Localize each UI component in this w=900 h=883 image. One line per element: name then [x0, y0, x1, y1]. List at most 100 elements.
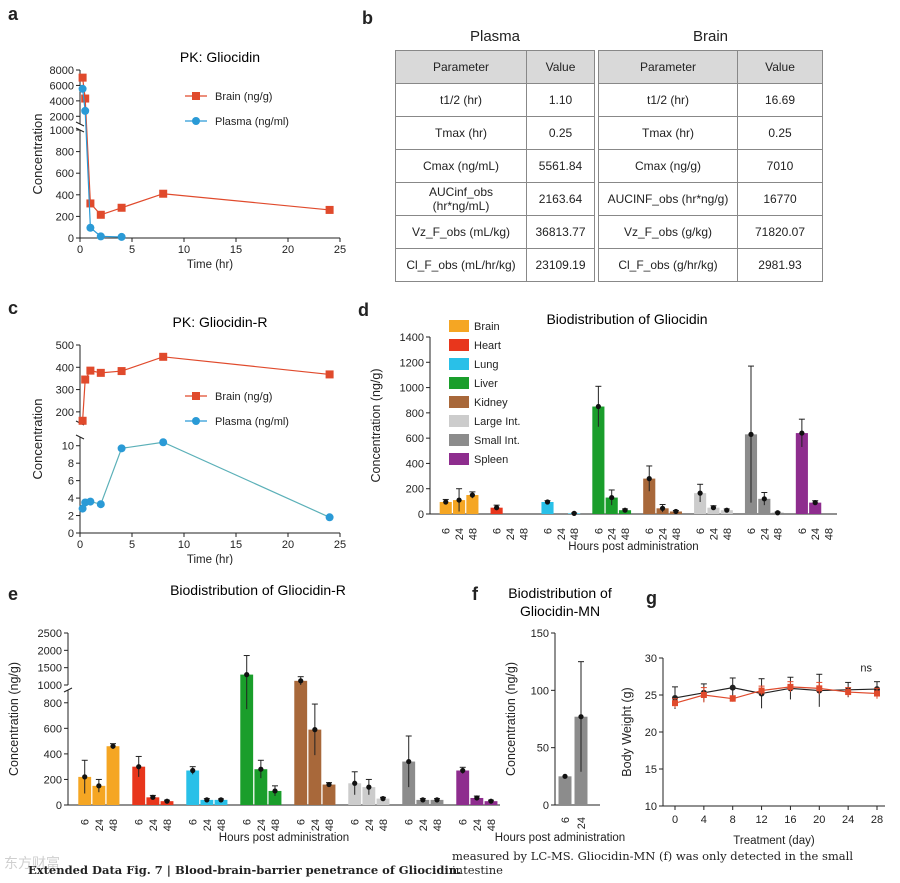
header-value: Value: [737, 50, 823, 84]
bar: [268, 790, 282, 805]
y-tick-label: 300: [56, 385, 74, 397]
bar: [376, 798, 390, 805]
y-tick-label: 400: [56, 362, 74, 374]
data-dot: [544, 499, 551, 505]
x-tick-label: 6: [134, 819, 146, 825]
table-row: Cmax (ng/g) 7010: [598, 149, 823, 183]
y-tick-label: 100: [531, 685, 549, 697]
x-axis-label: Hours post administration: [495, 832, 625, 844]
parameter-cell: t1/2 (hr): [598, 83, 738, 117]
chart-title-line2: Gliocidin-MN: [520, 603, 600, 619]
data-dot: [595, 403, 601, 410]
x-tick-label: 48: [773, 528, 785, 540]
data-point-plasma: [78, 84, 87, 93]
x-tick-label: 6: [644, 528, 656, 534]
y-tick-label: 200: [56, 211, 74, 223]
data-point-plasma: [325, 513, 334, 522]
data-point: [787, 683, 794, 690]
data-point-brain: [159, 189, 168, 198]
data-point: [758, 687, 765, 694]
x-tick-label: 48: [270, 819, 282, 831]
data-dot: [366, 784, 372, 790]
data-point-plasma: [81, 106, 90, 115]
data-dot: [218, 797, 224, 803]
y-tick-label: 800: [44, 698, 62, 710]
data-point: [729, 695, 736, 702]
data-point: [845, 689, 852, 696]
y-tick-label: 6: [68, 476, 74, 488]
legend-marker-plasma: [192, 117, 200, 125]
data-point-brain: [159, 352, 168, 361]
y-tick-label: 0: [68, 528, 74, 540]
x-tick-label: 6: [350, 819, 362, 825]
data-dot: [82, 774, 88, 780]
x-tick-label: 6: [560, 817, 572, 823]
data-point-plasma: [117, 232, 126, 241]
data-dot: [571, 510, 577, 516]
value-cell: 1.10: [526, 83, 595, 117]
data-dot: [406, 758, 412, 765]
x-tick-label: 6: [542, 528, 554, 534]
legend-label: Small Int.: [474, 435, 520, 447]
x-tick-label: 20: [282, 539, 294, 551]
data-dot: [697, 490, 703, 496]
data-point: [672, 694, 678, 701]
parameter-cell: Tmax (hr): [598, 116, 738, 150]
data-dot: [562, 773, 568, 779]
value-cell: 0.25: [526, 116, 595, 150]
x-tick-label: 6: [296, 819, 308, 825]
x-tick-label: 24: [454, 528, 466, 540]
y-axis-label: Concentration (ng/g): [504, 662, 518, 776]
data-point-plasma: [96, 500, 105, 509]
table-row: Cl_F_obs (g/hr/kg) 2981.93: [598, 248, 823, 282]
table-row: Vz_F_obs (mL/kg) 36813.77: [395, 215, 595, 249]
y-tick-label: 10: [62, 441, 74, 453]
parameter-cell: Cmax (ng/mL): [395, 149, 527, 183]
data-dot: [812, 500, 818, 506]
x-axis-label: Time (hr): [187, 554, 233, 565]
x-tick-label: 0: [77, 539, 83, 551]
x-tick-label: 24: [708, 528, 720, 540]
y-tick-label: 25: [645, 690, 657, 702]
data-dot: [272, 788, 278, 794]
legend-label-plasma: Plasma (ng/ml): [215, 416, 289, 428]
data-dot: [460, 767, 466, 774]
x-axis-label: Treatment (day): [733, 835, 815, 847]
value-cell: 2163.64: [526, 182, 595, 216]
y-axis-label: Concentration: [30, 114, 45, 195]
legend-swatch: [449, 358, 469, 370]
data-dot: [420, 797, 426, 803]
x-tick-label: 24: [810, 528, 822, 540]
x-tick-label: 25: [334, 244, 346, 256]
x-tick-label: 48: [216, 819, 228, 831]
parameter-cell: Tmax (hr): [395, 116, 527, 150]
y-tick-label: 8000: [50, 65, 74, 77]
legend-label-plasma: Plasma (ng/ml): [215, 116, 289, 128]
data-dot: [96, 783, 102, 789]
x-tick-label: 24: [418, 819, 430, 831]
y-tick-label: 500: [56, 340, 74, 352]
data-point: [816, 685, 823, 692]
legend-label: Lung: [474, 359, 498, 371]
data-point-brain: [96, 368, 105, 377]
chart-e-biodistribution-gliocidin-r: 0 200 400 600 800 1000 1500 2000 2500 Biodistribu…: [7, 582, 500, 844]
x-tick-label: 24: [576, 817, 588, 829]
y-tick-label: 150: [531, 628, 549, 640]
bar: [146, 797, 160, 805]
axis-break-mark: [63, 687, 73, 693]
chart-d-biodistribution-gliocidin: 0 200 400 600 800 1000 1200 1400 Biodistribution…: [369, 311, 837, 553]
y-tick-label: 2: [68, 511, 74, 523]
parameter-cell: Vz_F_obs (g/kg): [598, 215, 738, 249]
data-point-plasma: [96, 232, 105, 241]
data-dot: [380, 796, 386, 802]
y-tick-label: 1000: [400, 383, 424, 395]
x-tick-label: 24: [658, 528, 670, 540]
x-tick-label: 6: [746, 528, 758, 534]
bar: [186, 770, 200, 805]
bar: [132, 766, 146, 805]
legend-swatch: [449, 339, 469, 351]
bar: [466, 495, 479, 514]
legend-swatch: [449, 320, 469, 332]
x-tick-label: 24: [607, 528, 619, 540]
data-dot: [659, 505, 666, 511]
